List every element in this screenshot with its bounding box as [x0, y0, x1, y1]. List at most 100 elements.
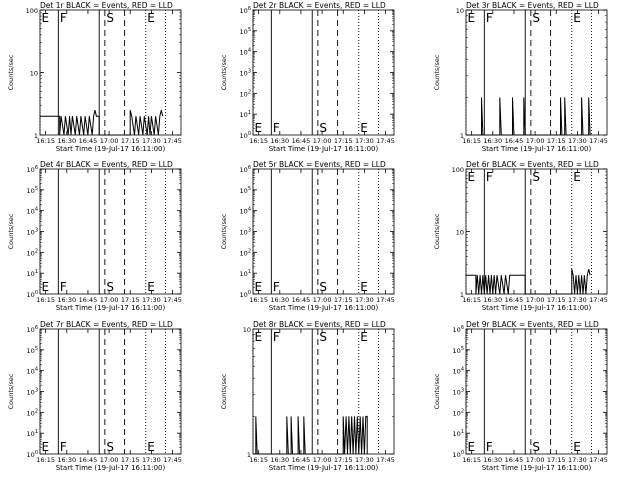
panel-title: Det 8r BLACK = Events, RED = LLD: [253, 320, 386, 329]
time-marker-label: E: [147, 11, 155, 25]
x-tick-label: 16:30: [483, 137, 502, 145]
y-tick-exponent: 4: [35, 367, 38, 373]
time-marker-label: E: [468, 440, 476, 454]
y-axis-label: Counts/sec: [220, 213, 228, 249]
time-marker-label: E: [468, 170, 476, 184]
y-tick-label: 100: [240, 290, 251, 299]
time-marker-label: F: [486, 440, 493, 454]
y-tick-label: 105: [27, 346, 38, 355]
y-tick-label: 104: [240, 48, 251, 57]
y-tick-base: 10: [27, 451, 35, 459]
y-tick-label: 10: [456, 7, 464, 15]
event-rate-series: [466, 268, 591, 295]
x-tick-label: 17:15: [334, 296, 353, 304]
y-tick-base: 10: [453, 409, 461, 417]
time-marker-label: F: [273, 330, 280, 344]
plot-frame: [252, 168, 395, 295]
y-tick-label: 102: [240, 89, 251, 98]
x-tick-label: 17:15: [121, 296, 140, 304]
y-tick-exponent: 2: [35, 248, 38, 254]
x-tick-label: 16:15: [36, 137, 55, 145]
x-tick-label: 16:30: [270, 456, 289, 464]
x-tick-label: 17:00: [100, 456, 119, 464]
x-tick-label: 17:15: [547, 296, 566, 304]
x-tick-label: 16:45: [505, 296, 524, 304]
y-tick-exponent: 2: [35, 408, 38, 414]
y-tick-label: 100: [27, 450, 38, 459]
y-tick-label: 104: [27, 207, 38, 216]
y-tick-label: 105: [240, 186, 251, 195]
y-tick-exponent: 3: [248, 69, 251, 75]
y-tick-base: 10: [27, 368, 35, 376]
time-marker-label: E: [468, 11, 476, 25]
y-tick-label: 10: [456, 229, 464, 237]
y-tick-base: 10: [453, 451, 461, 459]
y-tick-exponent: 5: [461, 346, 464, 352]
x-tick-label: 17:15: [547, 456, 566, 464]
time-marker-label: F: [60, 280, 67, 294]
time-marker-label: E: [573, 170, 581, 184]
x-tick-label: 16:45: [292, 296, 311, 304]
x-tick-label: 16:15: [36, 296, 55, 304]
x-tick-label: 16:30: [57, 456, 76, 464]
y-tick-base: 10: [453, 326, 461, 334]
time-marker-label: S: [532, 440, 540, 454]
y-tick-label: 102: [453, 408, 464, 417]
x-tick-label: 16:45: [505, 456, 524, 464]
x-tick-label: 17:30: [355, 137, 374, 145]
panel-title: Det 9r BLACK = Events, RED = LLD: [466, 320, 599, 329]
y-tick-label: 106: [27, 165, 38, 174]
x-tick-label: 17:15: [334, 456, 353, 464]
x-axis-label: Start Time (19-Jul-17 16:11:00): [56, 464, 166, 472]
y-tick-base: 10: [27, 229, 35, 237]
y-tick-base: 10: [27, 187, 35, 195]
x-tick-label: 16:15: [249, 137, 268, 145]
plot-frame: [252, 328, 395, 455]
x-tick-label: 16:15: [462, 137, 481, 145]
event-rate-series: [466, 97, 591, 136]
y-tick-base: 10: [27, 326, 35, 334]
y-tick-label: 102: [27, 248, 38, 257]
x-tick-label: 17:30: [568, 137, 587, 145]
y-tick-base: 10: [27, 347, 35, 355]
y-tick-exponent: 0: [461, 450, 464, 456]
time-marker-label: S: [319, 280, 327, 294]
y-tick-exponent: 1: [35, 429, 38, 435]
y-tick-base: 10: [27, 208, 35, 216]
y-tick-exponent: 0: [248, 131, 251, 137]
y-tick-base: 10: [240, 111, 248, 119]
y-tick-base: 10: [240, 28, 248, 36]
y-tick-label: 10: [243, 326, 251, 334]
plot-frame: [465, 9, 608, 136]
y-tick-exponent: 2: [248, 248, 251, 254]
x-tick-label: 17:00: [100, 296, 119, 304]
y-tick-label: 101: [453, 429, 464, 438]
y-tick-base: 10: [27, 291, 35, 299]
y-tick-exponent: 1: [248, 110, 251, 116]
x-tick-label: 16:15: [249, 296, 268, 304]
y-tick-base: 10: [240, 132, 248, 140]
x-axis-label: Start Time (19-Jul-17 16:11:00): [269, 145, 379, 153]
time-marker-label: E: [42, 440, 50, 454]
x-tick-label: 16:15: [249, 456, 268, 464]
y-tick-exponent: 5: [35, 186, 38, 192]
panel-title: Det 5r BLACK = Events, RED = LLD: [253, 160, 386, 169]
y-tick-exponent: 0: [248, 290, 251, 296]
x-axis-label: Start Time (19-Jul-17 16:11:00): [269, 304, 379, 312]
y-tick-exponent: 6: [35, 325, 38, 331]
y-tick-base: 10: [240, 70, 248, 78]
panel-title: Det 7r BLACK = Events, RED = LLD: [40, 320, 173, 329]
y-tick-exponent: 6: [248, 165, 251, 171]
y-tick-exponent: 4: [35, 207, 38, 213]
y-tick-exponent: 1: [248, 269, 251, 275]
y-tick-exponent: 4: [248, 207, 251, 213]
x-tick-label: 17:30: [568, 456, 587, 464]
y-tick-label: 103: [453, 388, 464, 397]
y-tick-label: 105: [27, 186, 38, 195]
x-tick-label: 17:45: [589, 137, 608, 145]
x-tick-label: 16:15: [36, 456, 55, 464]
